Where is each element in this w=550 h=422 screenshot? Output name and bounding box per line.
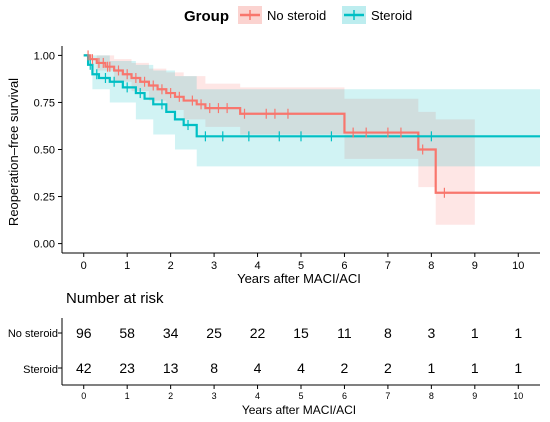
censor-marks: [87, 50, 445, 198]
risk-x-tick-label: 2: [168, 391, 173, 401]
x-tick-label: 3: [211, 260, 217, 272]
x-tick-label: 9: [472, 260, 478, 272]
risk-x-tick-label: 1: [125, 391, 130, 401]
risk-cell-no-steroid: 22: [250, 325, 266, 341]
risk-cell-no-steroid: 15: [293, 325, 309, 341]
risk-x-tick-label: 4: [255, 391, 260, 401]
risk-cell-steroid: 1: [427, 360, 435, 376]
axes: 0.00 0.25 0.50 0.75 1.00 0 1 2 3 4 5 6 7 8 9 10: [34, 46, 540, 272]
risk-x-tick-label: 3: [212, 391, 217, 401]
legend-item-no-steroid: No steroid: [238, 6, 326, 24]
y-tick-label: 0.00: [34, 239, 55, 251]
risk-cell-steroid: 2: [384, 360, 392, 376]
x-tick-label: 2: [168, 260, 174, 272]
risk-table: Number at risk 0 1 2 3 4 5 6 7 8 9 10 96 58 34 25 22 15…: [8, 290, 540, 417]
confidence-bands: [83, 55, 541, 225]
risk-cell-steroid: 4: [297, 360, 305, 376]
risk-cell-no-steroid: 58: [119, 325, 135, 341]
legend-label-steroid: Steroid: [371, 8, 412, 23]
x-tick-label: 0: [81, 260, 87, 272]
y-axis-label: Reoperation–free survival: [6, 78, 21, 226]
risk-x-tick-label: 5: [298, 391, 303, 401]
km-plot: 0.00 0.25 0.50 0.75 1.00 0 1 2 3 4 5 6 7 8 9 10 Reopera…: [6, 46, 541, 286]
legend-item-steroid: Steroid: [342, 6, 412, 24]
risk-cell-no-steroid: 25: [206, 325, 222, 341]
risk-cell-steroid: 1: [514, 360, 522, 376]
risk-x-tick-label: 9: [472, 391, 477, 401]
risk-cell-steroid: 42: [76, 360, 92, 376]
risk-cell-no-steroid: 1: [514, 325, 522, 341]
risk-x-tick-label: 7: [385, 391, 390, 401]
risk-table-row-label-no-steroid: No steroid: [8, 328, 58, 340]
risk-cell-no-steroid: 1: [471, 325, 479, 341]
x-tick-label: 8: [428, 260, 434, 272]
x-tick-label: 5: [298, 260, 304, 272]
y-tick-label: 0.50: [34, 145, 55, 157]
risk-cell-steroid: 8: [210, 360, 218, 376]
legend: Group No steroid Steroid: [184, 6, 412, 25]
risk-x-tick-label: 6: [342, 391, 347, 401]
risk-cell-steroid: 13: [163, 360, 179, 376]
risk-table-x-label: Years after MACI/ACI: [242, 403, 356, 417]
risk-cell-no-steroid: 8: [384, 325, 392, 341]
risk-cell-no-steroid: 34: [163, 325, 179, 341]
risk-x-tick-label: 0: [81, 391, 86, 401]
risk-table-axes: 0 1 2 3 4 5 6 7 8 9 10: [58, 318, 540, 401]
risk-cell-steroid: 2: [341, 360, 349, 376]
x-tick-label: 4: [254, 260, 260, 272]
legend-title: Group: [184, 8, 229, 25]
risk-cell-no-steroid: 11: [337, 325, 352, 341]
confidence-band-steroid: [83, 55, 541, 167]
y-tick-label: 0.75: [34, 97, 55, 109]
risk-table-cells: 96 58 34 25 22 15 11 8 3 1 142 23 13 8 4 4 2 2 1 1 1: [76, 325, 522, 376]
x-tick-label: 10: [512, 260, 524, 272]
x-tick-label: 6: [341, 260, 347, 272]
risk-cell-no-steroid: 96: [76, 325, 92, 341]
risk-x-tick-label: 8: [429, 391, 434, 401]
legend-label-no-steroid: No steroid: [267, 8, 326, 23]
x-tick-label: 1: [124, 260, 130, 272]
risk-x-tick-label: 10: [513, 391, 523, 401]
x-tick-label: 7: [385, 260, 391, 272]
risk-cell-steroid: 23: [119, 360, 135, 376]
y-tick-label: 0.25: [34, 192, 55, 204]
y-tick-label: 1.00: [34, 50, 55, 62]
risk-cell-steroid: 1: [471, 360, 479, 376]
risk-table-row-label-steroid: Steroid: [23, 364, 58, 376]
x-axis-label: Years after MACI/ACI: [237, 271, 361, 286]
risk-cell-no-steroid: 3: [427, 325, 435, 341]
risk-table-title: Number at risk: [66, 290, 164, 307]
risk-cell-steroid: 4: [254, 360, 262, 376]
